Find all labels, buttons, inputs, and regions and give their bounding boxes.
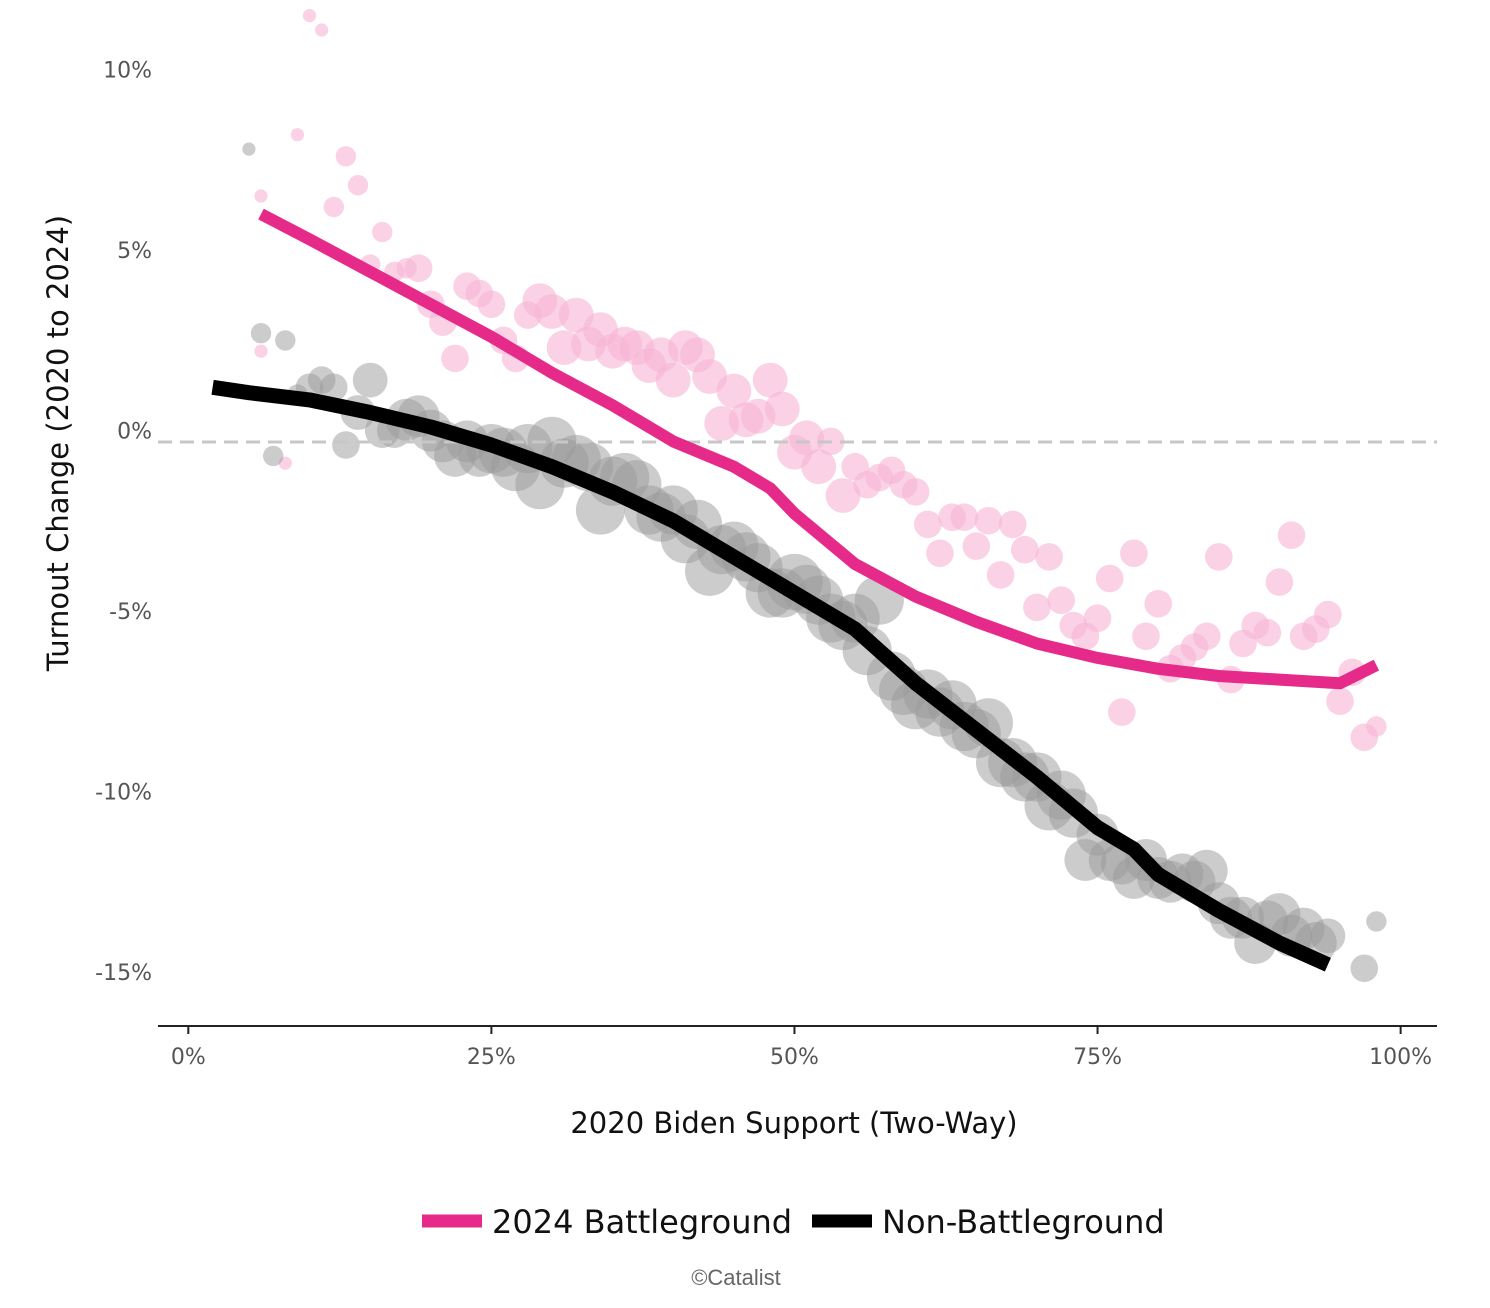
y-tick-label: 5% (117, 239, 152, 264)
data-point (801, 449, 837, 485)
data-point (1144, 590, 1172, 618)
x-tick-label: 25% (467, 1045, 516, 1070)
data-point (332, 431, 360, 459)
data-point (1095, 564, 1124, 593)
data-point (998, 510, 1027, 539)
data-point (962, 532, 991, 560)
data-point (302, 9, 317, 23)
data-point (335, 146, 357, 167)
data-point (1310, 918, 1346, 954)
data-point (1120, 539, 1148, 568)
data-point (242, 142, 256, 156)
data-point (655, 362, 691, 398)
data-point (1132, 622, 1160, 651)
legend-item-non-battleground[interactable]: Non-Battleground (812, 1203, 1165, 1241)
data-point (1011, 535, 1039, 564)
y-axis-title: Turnout Change (2020 to 2024) (41, 215, 75, 672)
y-axis-ticks: 10% 5% 0% -5% -10% -15% (95, 59, 152, 986)
data-point (254, 189, 268, 203)
y-tick-label: -15% (95, 961, 152, 986)
data-point (1366, 911, 1387, 932)
data-point (789, 420, 824, 456)
y-tick-label: -10% (95, 780, 152, 805)
data-point (926, 539, 954, 568)
data-point (1265, 568, 1294, 596)
data-point (716, 373, 752, 409)
data-point (315, 23, 329, 37)
data-point (323, 196, 344, 218)
data-point (275, 330, 296, 351)
data-point (263, 445, 284, 467)
data-point (764, 391, 800, 427)
data-point (347, 175, 369, 196)
data-point (404, 254, 433, 282)
data-point (250, 323, 272, 344)
data-point (1108, 698, 1136, 726)
y-tick-label: 10% (103, 59, 152, 84)
data-point (950, 503, 978, 531)
legend: 2024 Battleground Non-Battleground (422, 1203, 1165, 1241)
data-point (352, 362, 388, 398)
legend-item-battleground[interactable]: 2024 Battleground (422, 1203, 792, 1241)
data-point (914, 510, 942, 539)
x-axis-title: 2020 Biden Support (Two-Way) (570, 1106, 1017, 1140)
legend-label-battleground: 2024 Battleground (492, 1203, 792, 1241)
data-point (477, 290, 506, 319)
x-tick-label: 50% (770, 1045, 819, 1070)
data-point (1023, 593, 1051, 622)
data-point (1083, 604, 1112, 632)
trend-line-non-battleground (211, 379, 1331, 972)
x-tick-label: 0% (171, 1045, 206, 1070)
data-point (825, 478, 861, 513)
x-tick-label: 75% (1073, 1045, 1122, 1070)
data-point (986, 561, 1015, 589)
data-point (974, 507, 1003, 535)
credit-text: ©Catalist (691, 1265, 781, 1290)
data-point (752, 362, 788, 398)
data-point (1326, 687, 1354, 715)
x-axis-ticks: 0% 25% 50% 75% 100% (171, 1026, 1432, 1070)
trend-lines (211, 208, 1380, 972)
data-point (1205, 543, 1233, 571)
data-point (1314, 600, 1342, 629)
points-battleground (254, 9, 1387, 752)
data-point (1253, 618, 1282, 647)
data-point (901, 478, 930, 506)
data-points (242, 9, 1387, 983)
y-tick-label: -5% (109, 600, 152, 625)
data-point (1277, 521, 1306, 549)
data-point (1185, 849, 1228, 892)
y-tick-label: 0% (117, 420, 152, 445)
trend-line-battleground (258, 208, 1380, 690)
data-point (1366, 716, 1387, 737)
data-point (320, 373, 348, 402)
data-point (1035, 543, 1063, 571)
data-point (1047, 586, 1075, 614)
data-point (1350, 954, 1379, 983)
legend-label-non-battleground: Non-Battleground (882, 1203, 1165, 1241)
data-point (441, 344, 469, 373)
data-point (372, 221, 393, 243)
data-point (290, 128, 304, 142)
data-point (1192, 622, 1221, 651)
data-point (254, 344, 268, 358)
x-tick-label: 100% (1369, 1045, 1432, 1070)
